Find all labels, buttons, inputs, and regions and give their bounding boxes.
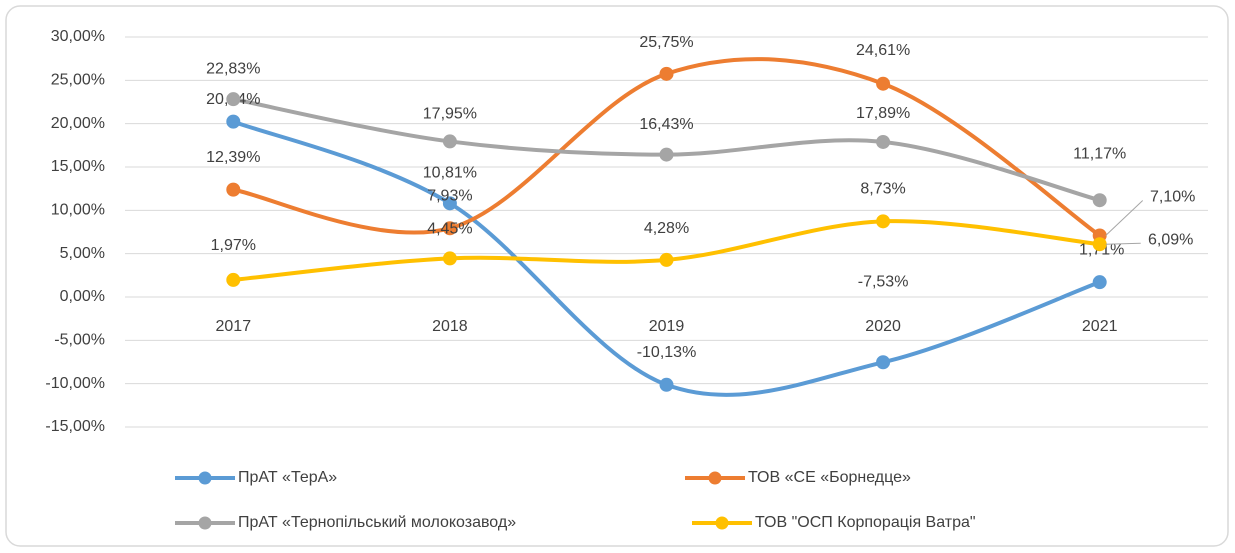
point-marker: [226, 182, 241, 197]
data-label: 11,17%: [1073, 145, 1126, 162]
y-tick-label: 25,00%: [51, 72, 105, 89]
x-tick-label: 2018: [432, 318, 468, 335]
data-label: 4,45%: [427, 221, 472, 238]
data-label: 7,93%: [427, 187, 472, 204]
legend-label: ПрАТ «ТерА»: [238, 469, 337, 486]
point-marker: [1092, 275, 1107, 290]
point-marker: [876, 214, 891, 229]
point-marker: [442, 196, 457, 211]
data-label: 16,43%: [639, 116, 693, 133]
point-marker: [659, 147, 674, 162]
point-marker: [442, 251, 457, 266]
chart-frame: [5, 5, 1229, 547]
point-marker: [876, 76, 891, 91]
point-marker: [876, 355, 891, 370]
point-marker: [1092, 193, 1107, 208]
point-marker: [442, 221, 457, 236]
legend-marker: [198, 516, 212, 530]
point-marker: [659, 377, 674, 392]
legend-marker: [708, 471, 722, 485]
y-tick-label: 0,00%: [60, 288, 105, 305]
data-label: 22,83%: [206, 60, 260, 77]
data-label: 24,61%: [856, 42, 910, 59]
data-label: 8,73%: [860, 181, 905, 198]
point-marker: [659, 66, 674, 81]
y-tick-label: 10,00%: [51, 202, 105, 219]
legend-label: ТОВ "ОСП Корпорація Ватра": [755, 514, 976, 531]
y-tick-label: 20,00%: [51, 115, 105, 132]
legend-marker: [198, 471, 212, 485]
leader-line: [1105, 200, 1144, 236]
x-tick-label: 2021: [1082, 318, 1118, 335]
leader-line: [1105, 242, 1141, 245]
data-label: 6,09%: [1148, 231, 1193, 248]
y-tick-label: -10,00%: [45, 375, 105, 392]
data-label: 25,75%: [639, 34, 693, 51]
x-tick-label: 2017: [216, 318, 252, 335]
data-label: -10,13%: [637, 344, 697, 361]
data-label: 1,97%: [211, 237, 256, 254]
y-tick-label: 30,00%: [51, 28, 105, 45]
y-tick-label: 15,00%: [51, 158, 105, 175]
data-label: -7,53%: [858, 273, 909, 290]
data-label: 4,28%: [644, 220, 689, 237]
data-label: 10,81%: [423, 165, 477, 182]
x-tick-label: 2020: [865, 318, 901, 335]
point-marker: [226, 272, 241, 287]
point-marker: [226, 114, 241, 129]
data-label: 7,10%: [1150, 189, 1195, 206]
legend-marker: [715, 516, 729, 530]
point-marker: [226, 92, 241, 107]
point-marker: [442, 134, 457, 149]
point-marker: [659, 252, 674, 267]
data-label: 12,39%: [206, 149, 260, 166]
legend-label: ПрАТ «Тернопільський молокозавод»: [238, 514, 516, 531]
x-tick-label: 2019: [649, 318, 685, 335]
data-label: 17,89%: [856, 105, 910, 122]
data-label: 17,95%: [423, 106, 477, 123]
point-marker: [1092, 237, 1107, 252]
legend-label: ТОВ «СЕ «Борнедце»: [748, 469, 911, 486]
y-tick-label: 5,00%: [60, 245, 105, 262]
y-tick-label: -5,00%: [54, 332, 105, 349]
point-marker: [876, 134, 891, 149]
y-tick-label: -15,00%: [45, 418, 105, 435]
